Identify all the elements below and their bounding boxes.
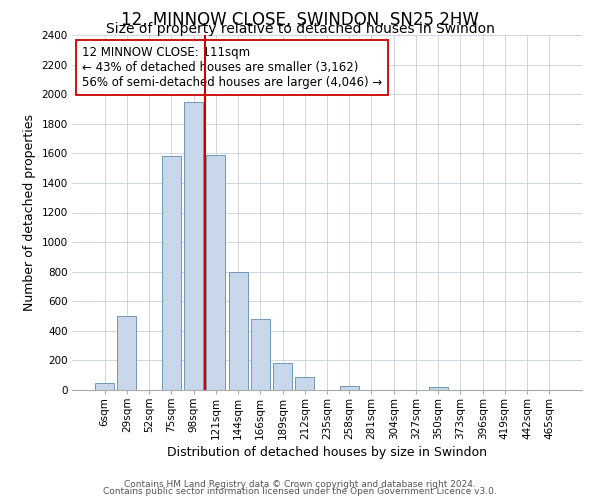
Bar bbox=[429, 387, 448, 390]
Text: Size of property relative to detached houses in Swindon: Size of property relative to detached ho… bbox=[106, 22, 494, 36]
Bar bbox=[251, 319, 270, 390]
Bar bbox=[340, 386, 359, 390]
Text: Contains HM Land Registry data © Crown copyright and database right 2024.: Contains HM Land Registry data © Crown c… bbox=[124, 480, 476, 489]
Bar bbox=[229, 272, 248, 390]
Bar bbox=[273, 362, 292, 390]
Bar bbox=[95, 382, 114, 390]
X-axis label: Distribution of detached houses by size in Swindon: Distribution of detached houses by size … bbox=[167, 446, 487, 459]
Y-axis label: Number of detached properties: Number of detached properties bbox=[23, 114, 36, 311]
Bar bbox=[162, 156, 181, 390]
Text: Contains public sector information licensed under the Open Government Licence v3: Contains public sector information licen… bbox=[103, 487, 497, 496]
Bar bbox=[295, 376, 314, 390]
Text: 12 MINNOW CLOSE: 111sqm
← 43% of detached houses are smaller (3,162)
56% of semi: 12 MINNOW CLOSE: 111sqm ← 43% of detache… bbox=[82, 46, 382, 88]
Bar bbox=[184, 102, 203, 390]
Bar bbox=[206, 155, 225, 390]
Text: 12, MINNOW CLOSE, SWINDON, SN25 2HW: 12, MINNOW CLOSE, SWINDON, SN25 2HW bbox=[121, 11, 479, 29]
Bar bbox=[118, 316, 136, 390]
